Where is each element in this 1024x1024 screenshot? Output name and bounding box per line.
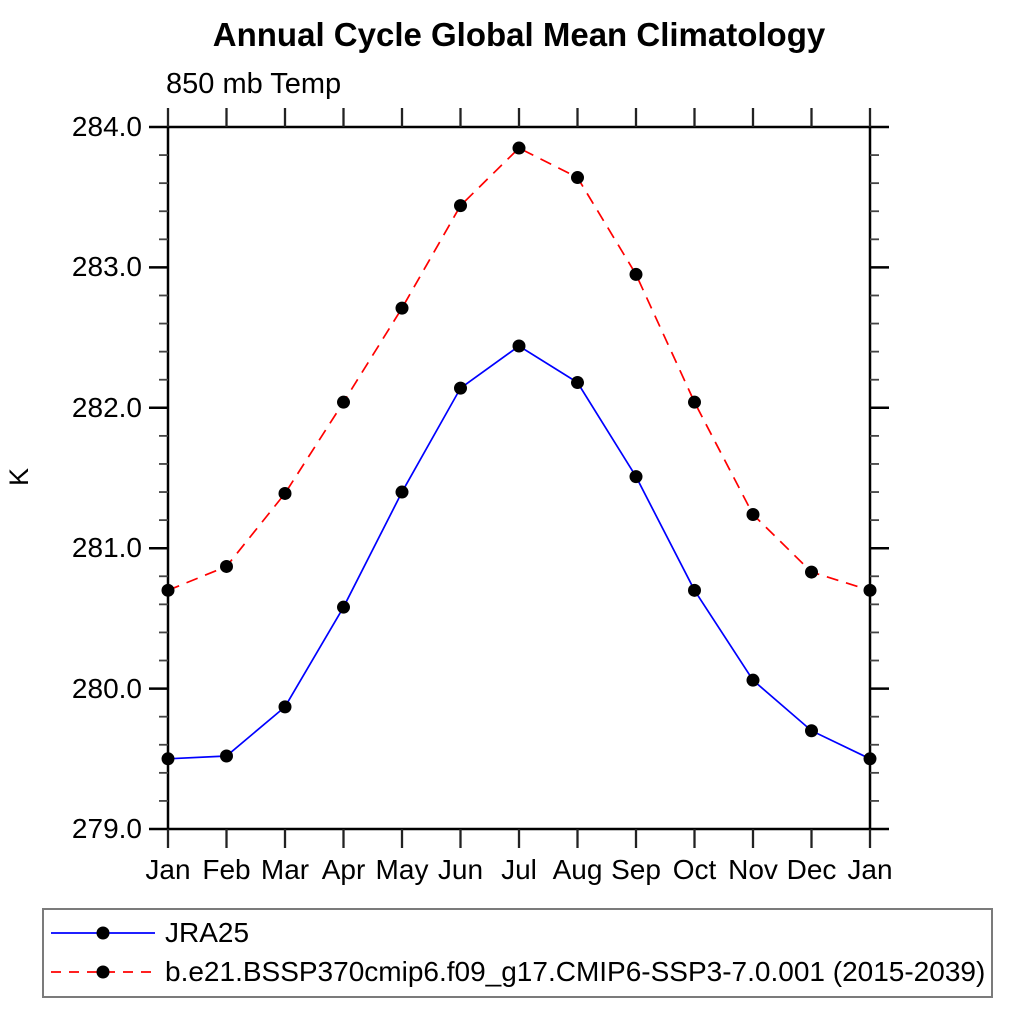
- x-tick-label: Apr: [321, 854, 366, 885]
- legend-blue-line-marker: [49, 922, 157, 944]
- plot-frame: [166, 125, 872, 831]
- data-point-marker: [805, 565, 818, 579]
- data-point-marker: [688, 395, 701, 409]
- data-point-marker: [161, 583, 175, 597]
- data-point-marker: [512, 141, 526, 155]
- x-tick-label: Jan: [145, 854, 191, 885]
- data-point-marker: [337, 395, 350, 409]
- data-point-marker: [161, 752, 175, 766]
- data-point-marker: [571, 376, 584, 390]
- x-tick-label: Jun: [437, 854, 484, 885]
- legend-box: JRA25 b.e21.BSSP370cmip6.f09_g17.CMIP6-S…: [42, 908, 993, 998]
- data-point-marker: [629, 470, 643, 484]
- legend-label-jra25: JRA25: [165, 916, 250, 948]
- data-point-marker: [278, 700, 292, 714]
- data-point-marker: [454, 199, 467, 213]
- data-point-marker: [746, 673, 760, 687]
- x-tick-label: Nov: [728, 854, 778, 885]
- x-tick-label: May: [375, 854, 429, 885]
- y-tick-label: 284.0: [71, 111, 142, 142]
- x-tick-label: Jan: [847, 854, 893, 885]
- data-point-marker: [278, 486, 292, 500]
- legend-dot: [96, 965, 110, 978]
- data-point-marker: [863, 752, 877, 766]
- data-line-jra25: [167, 345, 871, 760]
- x-tick-label: Feb: [202, 854, 251, 885]
- data-point-marker: [746, 508, 760, 522]
- y-tick-label: 282.0: [71, 391, 142, 423]
- y-tick-label: 280.0: [71, 672, 142, 704]
- chart-subtitle: 850 mb Temp: [166, 68, 342, 100]
- data-line-model: [167, 147, 871, 592]
- data-point-marker: [805, 724, 818, 738]
- y-tick-label: 279.0: [71, 813, 142, 844]
- data-point-marker: [863, 583, 877, 597]
- legend-marker-svg: [51, 965, 155, 978]
- data-point-marker: [220, 559, 233, 573]
- data-point-marker: [512, 339, 526, 353]
- y-tick-label: 283.0: [71, 251, 142, 283]
- x-tick-label: Mar: [260, 854, 310, 885]
- x-tick-label: Dec: [786, 854, 837, 885]
- x-tick-label: Oct: [672, 854, 717, 885]
- x-tick-label: Sep: [611, 854, 661, 885]
- x-tick-label: Aug: [552, 854, 603, 885]
- legend-label-model: b.e21.BSSP370cmip6.f09_g17.CMIP6-SSP3-7.…: [165, 955, 986, 987]
- legend-dot: [96, 926, 110, 939]
- legend-entry-jra25: JRA25: [44, 914, 991, 952]
- y-tick-label: 281.0: [71, 532, 142, 564]
- data-point-marker: [337, 600, 350, 614]
- legend-red-dashed-line-marker: [49, 961, 157, 983]
- legend-marker-svg: [51, 926, 155, 939]
- data-point-marker: [220, 749, 233, 763]
- data-point-marker: [629, 267, 643, 281]
- legend-entry-model: b.e21.BSSP370cmip6.f09_g17.CMIP6-SSP3-7.…: [44, 953, 991, 991]
- data-point-marker: [395, 301, 409, 315]
- data-point-marker: [395, 485, 409, 499]
- x-tick-label: Jul: [501, 854, 537, 885]
- chart-title: Annual Cycle Global Mean Climatology: [212, 16, 826, 53]
- data-point-marker: [688, 583, 701, 597]
- data-point-marker: [571, 171, 584, 185]
- data-point-marker: [454, 381, 467, 395]
